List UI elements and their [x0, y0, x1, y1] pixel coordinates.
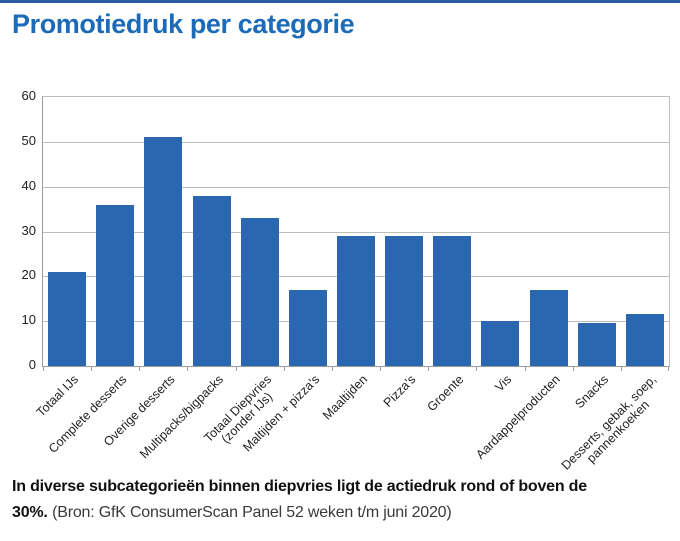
bar-8 — [385, 235, 424, 366]
y-tick-label-50: 50 — [21, 132, 36, 148]
bar-6 — [288, 289, 327, 366]
caption: In diverse subcategorieën binnen diepvri… — [12, 474, 672, 526]
gridline-30 — [43, 231, 669, 233]
gridline-50 — [43, 141, 669, 143]
x-category-label-12: Snacks — [572, 372, 611, 412]
x-category-label-8: Pizza's — [380, 372, 419, 410]
y-tick-label-60: 60 — [21, 88, 36, 103]
y-tick-label-20: 20 — [21, 267, 36, 283]
x-axis-tick — [476, 366, 478, 371]
x-axis-tick — [139, 366, 141, 371]
y-tick-label-40: 40 — [21, 177, 36, 193]
caption-bold-line1: In diverse subcategorieën binnen diepvri… — [12, 478, 587, 495]
x-axis-tick — [91, 366, 93, 371]
x-axis-tick — [620, 366, 622, 371]
x-category-label-11: Aardappelproducten — [473, 372, 563, 462]
y-tick-label-0: 0 — [28, 357, 36, 372]
x-axis-tick — [572, 366, 574, 371]
x-axis-tick — [283, 366, 285, 371]
x-axis-tick — [428, 366, 430, 371]
bar-7 — [337, 235, 375, 366]
bar-3 — [144, 137, 183, 366]
caption-source: (Bron: GfK ConsumerScan Panel 52 weken t… — [52, 504, 452, 521]
bar-1 — [48, 271, 87, 366]
bar-11 — [529, 289, 568, 366]
bar-2 — [96, 204, 135, 366]
x-axis-tick — [235, 366, 237, 371]
x-axis-tick — [524, 366, 526, 371]
x-axis-tick — [187, 366, 189, 371]
y-tick-label-30: 30 — [21, 222, 36, 238]
bar-9 — [433, 235, 472, 366]
top-rule — [0, 0, 680, 3]
bar-12 — [577, 323, 616, 366]
x-category-label-1: Totaal IJs — [34, 372, 82, 420]
x-axis-tick — [668, 366, 669, 371]
x-category-label-13: Desserts, gebak, soep, pannenkoeken — [558, 372, 660, 473]
x-axis-tick — [331, 366, 333, 371]
x-category-label-9: Groente — [424, 372, 467, 415]
bar-4 — [192, 195, 231, 366]
y-tick-label-10: 10 — [21, 312, 36, 328]
bar-13 — [625, 314, 664, 366]
caption-bold-line2: 30%. — [12, 504, 48, 521]
x-axis-tick — [43, 366, 44, 371]
bar-5 — [240, 218, 279, 366]
gridline-40 — [43, 186, 669, 188]
x-category-label-10: Vis — [492, 372, 515, 395]
chart-title: Promotiedruk per categorie — [12, 9, 355, 39]
bar-10 — [481, 321, 520, 366]
bar-chart: 0 10 20 30 40 50 60 Totaal IJs Complete desserts… — [21, 88, 670, 473]
x-category-label-4: Multipacks/bigpacks — [136, 372, 226, 462]
x-category-label-7: Maaltijden — [319, 372, 371, 423]
x-axis-tick — [380, 366, 382, 371]
plot-area — [42, 96, 670, 371]
